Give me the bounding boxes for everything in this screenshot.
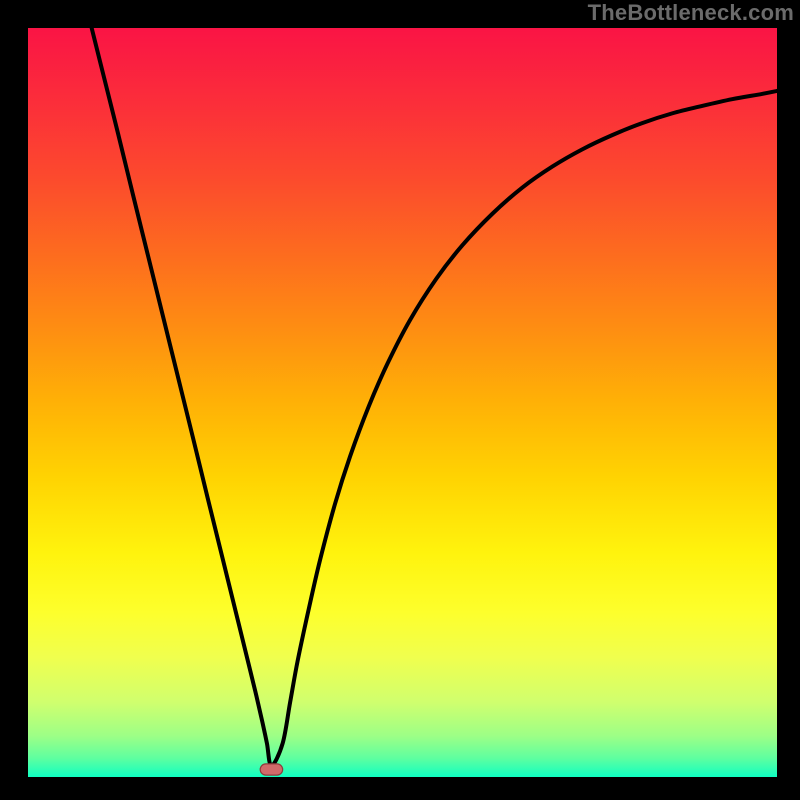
chart-plot-area [28, 28, 777, 777]
optimum-marker [260, 764, 282, 775]
chart-svg [28, 28, 777, 777]
chart-background [28, 28, 777, 777]
watermark-text: TheBottleneck.com [588, 0, 794, 26]
chart-frame: TheBottleneck.com [0, 0, 800, 800]
